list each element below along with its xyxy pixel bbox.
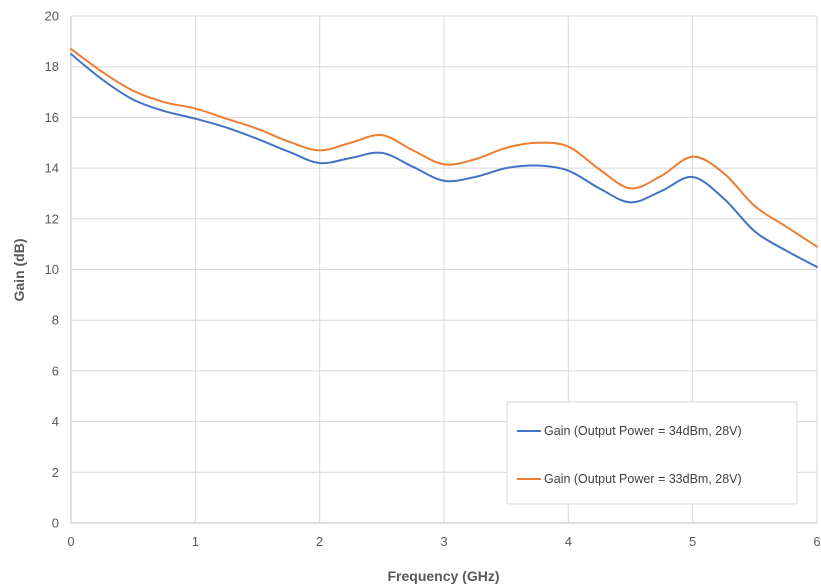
axes: [70, 16, 817, 524]
x-tick-label: 3: [440, 534, 447, 549]
x-tick-label: 0: [67, 534, 74, 549]
y-axis-title: Gain (dB): [11, 239, 27, 302]
gridlines: [71, 15, 818, 523]
y-tick-label: 14: [45, 161, 59, 176]
x-tick-label: 1: [192, 534, 199, 549]
legend-label-33dbm: Gain (Output Power = 33dBm, 28V): [544, 472, 742, 486]
y-tick-label: 2: [52, 465, 59, 480]
y-tick-label: 0: [52, 516, 59, 531]
y-tick-label: 10: [45, 262, 59, 277]
series-line-34dbm: [70, 53, 818, 268]
y-tick-label: 18: [45, 59, 59, 74]
x-axis-title: Frequency (GHz): [387, 568, 499, 584]
legend-label-34dbm: Gain (Output Power = 34dBm, 28V): [544, 424, 742, 438]
legend-box: [506, 401, 798, 505]
y-tick-label: 20: [45, 9, 59, 24]
x-tick-label: 4: [565, 534, 572, 549]
series-line-33dbm: [70, 47, 818, 248]
y-tick-label: 12: [45, 211, 59, 226]
y-tick-label: 16: [45, 110, 59, 125]
legend: Gain (Output Power = 34dBm, 28V) Gain (O…: [506, 401, 798, 505]
y-tick-label: 8: [52, 313, 59, 328]
x-tick-label: 6: [813, 534, 820, 549]
series-lines: [70, 47, 818, 268]
y-tick-label: 6: [52, 363, 59, 378]
x-tick-label: 2: [316, 534, 323, 549]
x-tick-label: 5: [689, 534, 696, 549]
y-tick-label: 4: [52, 414, 59, 429]
